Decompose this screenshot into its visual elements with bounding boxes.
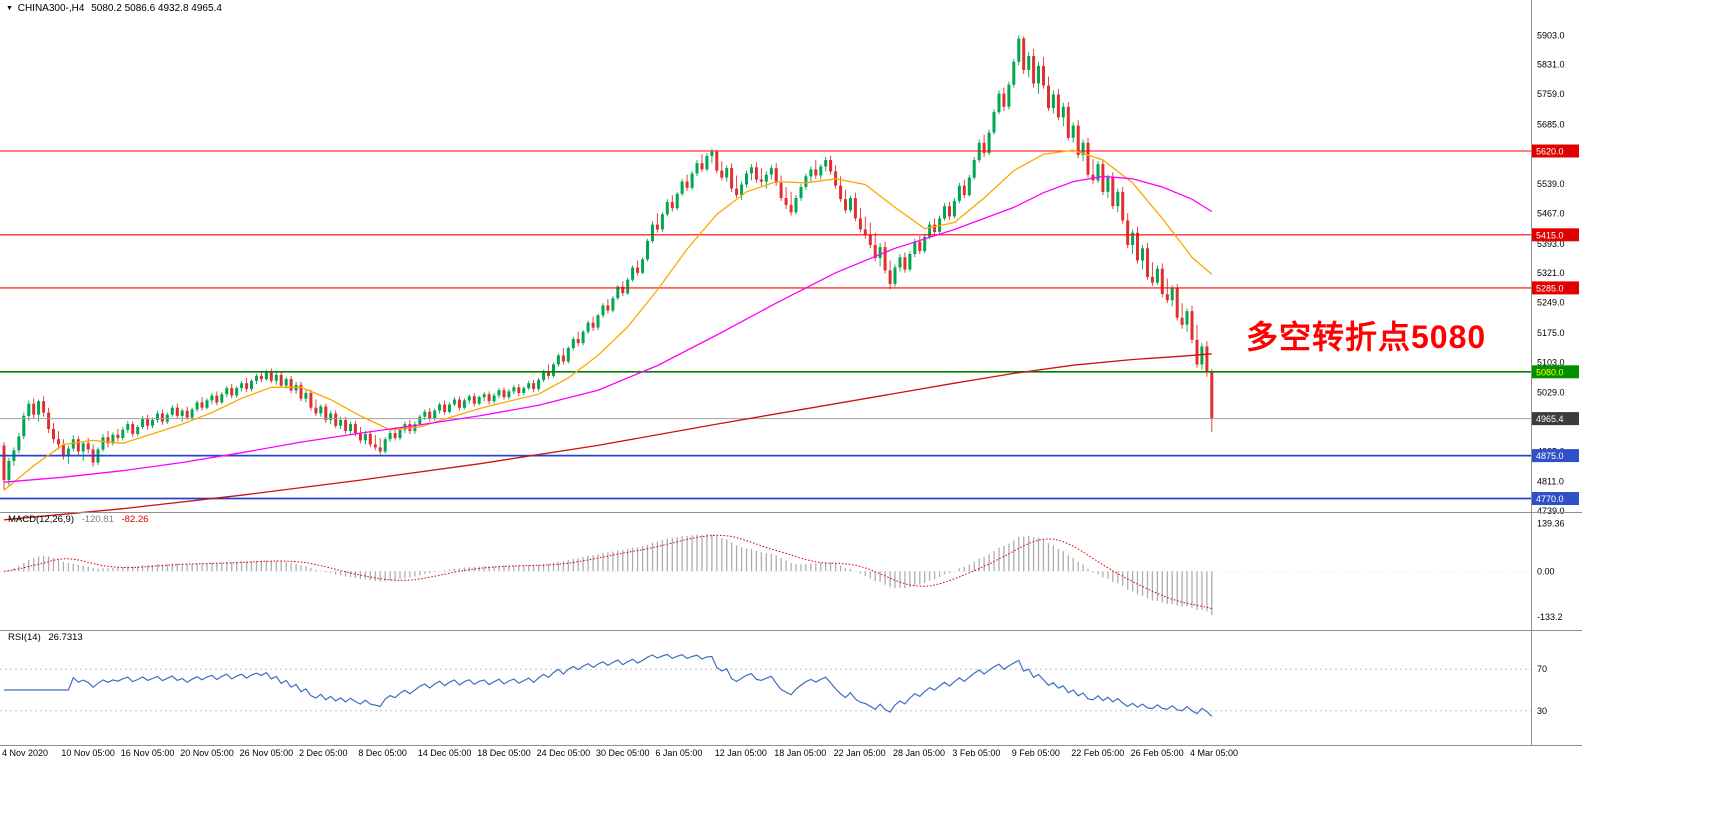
svg-text:22 Jan 05:00: 22 Jan 05:00: [834, 748, 886, 758]
svg-text:4 Mar 05:00: 4 Mar 05:00: [1190, 748, 1238, 758]
svg-text:5685.0: 5685.0: [1537, 119, 1565, 129]
svg-text:5759.0: 5759.0: [1537, 89, 1565, 99]
svg-text:30 Dec 05:00: 30 Dec 05:00: [596, 748, 650, 758]
svg-text:20 Nov 05:00: 20 Nov 05:00: [180, 748, 234, 758]
svg-text:5321.0: 5321.0: [1537, 268, 1565, 278]
svg-text:5831.0: 5831.0: [1537, 60, 1565, 70]
svg-text:12 Jan 05:00: 12 Jan 05:00: [715, 748, 767, 758]
svg-text:5415.0: 5415.0: [1536, 230, 1564, 240]
svg-text:5103.0: 5103.0: [1537, 357, 1565, 367]
macd-histogram: [8, 534, 1213, 615]
svg-text:4811.0: 4811.0: [1537, 477, 1564, 487]
macd-signal-line: [3, 534, 1212, 609]
rsi-name: RSI(14): [8, 632, 41, 643]
svg-text:5393.0: 5393.0: [1537, 239, 1565, 249]
macd-value-signal: -82.26: [121, 514, 149, 525]
ma-mid-magenta: [3, 175, 1213, 483]
macd-name: MACD(12,26,9): [8, 514, 74, 525]
svg-text:6 Jan 05:00: 6 Jan 05:00: [655, 748, 702, 758]
svg-text:16 Nov 05:00: 16 Nov 05:00: [121, 748, 175, 758]
price-level-labels: 5620.0 5415.0 5285.0 5080.0 4875.0 4770.0 4965…: [1532, 144, 1579, 505]
svg-text:5175.0: 5175.0: [1537, 328, 1565, 338]
ohlc-values: 5080.2 5086.6 4932.8 4965.4: [91, 3, 222, 14]
panel-separators: [0, 0, 1582, 746]
svg-text:18 Dec 05:00: 18 Dec 05:00: [477, 748, 531, 758]
svg-text:4770.0: 4770.0: [1536, 494, 1564, 504]
ma-fast-orange: [3, 149, 1213, 491]
macd-axis-ticks: 139.36 0.00 -133.2: [1537, 519, 1565, 622]
annotation-text[interactable]: 多空转折点5080: [1246, 319, 1487, 355]
chart-plot-area[interactable]: [0, 0, 1531, 512]
svg-text:22 Feb 05:00: 22 Feb 05:00: [1071, 748, 1124, 758]
macd-value-main: -120.81: [81, 514, 114, 525]
svg-text:-133.2: -133.2: [1537, 612, 1563, 622]
current-price-label: [1532, 412, 1579, 426]
time-axis-labels: 4 Nov 2020 10 Nov 05:00 16 Nov 05:00 20 Nov…: [2, 748, 1238, 758]
svg-text:139.36: 139.36: [1537, 519, 1565, 529]
symbol-timeframe: CHINA300-,H4: [17, 3, 85, 14]
svg-text:5249.0: 5249.0: [1537, 298, 1565, 308]
svg-text:2 Dec 05:00: 2 Dec 05:00: [299, 748, 348, 758]
svg-text:5080.0: 5080.0: [1536, 367, 1564, 377]
ohlc-readout: ▼ CHINA300-,H4 5080.2 5086.6 4932.8 4965…: [6, 3, 226, 14]
svg-text:0.00: 0.00: [1537, 566, 1555, 576]
svg-text:28 Jan 05:00: 28 Jan 05:00: [893, 748, 945, 758]
rsi-level-lines: [0, 668, 1531, 712]
rsi-axis-ticks: 70 30: [1537, 664, 1547, 716]
macd-indicator-label: MACD(12,26,9) -120.81 -82.26: [8, 514, 153, 525]
price-axis-ticks: 5903.05831.05759.05685.05611.05539.05467…: [1537, 30, 1565, 516]
svg-text:5467.0: 5467.0: [1537, 209, 1565, 219]
svg-text:3 Feb 05:00: 3 Feb 05:00: [952, 748, 1000, 758]
svg-text:5539.0: 5539.0: [1537, 179, 1565, 189]
svg-text:5285.0: 5285.0: [1536, 283, 1564, 293]
svg-text:4 Nov 2020: 4 Nov 2020: [2, 748, 48, 758]
svg-text:26 Feb 05:00: 26 Feb 05:00: [1131, 748, 1184, 758]
svg-text:5620.0: 5620.0: [1536, 147, 1564, 157]
svg-text:14 Dec 05:00: 14 Dec 05:00: [418, 748, 472, 758]
svg-text:26 Nov 05:00: 26 Nov 05:00: [240, 748, 294, 758]
svg-text:18 Jan 05:00: 18 Jan 05:00: [774, 748, 826, 758]
rsi-value: 26.7313: [48, 632, 83, 643]
svg-text:24 Dec 05:00: 24 Dec 05:00: [537, 748, 591, 758]
svg-text:4875.0: 4875.0: [1536, 451, 1564, 461]
rsi-indicator-label: RSI(14) 26.7313: [8, 632, 88, 643]
rsi-line: [4, 653, 1213, 717]
svg-text:8 Dec 05:00: 8 Dec 05:00: [358, 748, 407, 758]
horizontal-level-lines: [0, 150, 1531, 500]
svg-text:70: 70: [1537, 664, 1547, 674]
svg-text:4965.4: 4965.4: [1536, 414, 1564, 424]
svg-text:5903.0: 5903.0: [1537, 30, 1565, 40]
ma-slow-red: [3, 353, 1212, 521]
svg-text:10 Nov 05:00: 10 Nov 05:00: [61, 748, 115, 758]
svg-text:4739.0: 4739.0: [1537, 506, 1565, 516]
svg-text:9 Feb 05:00: 9 Feb 05:00: [1012, 748, 1060, 758]
symbol-dropdown-icon[interactable]: ▼: [6, 5, 13, 12]
svg-text:30: 30: [1537, 706, 1547, 716]
svg-text:5029.0: 5029.0: [1537, 388, 1565, 398]
